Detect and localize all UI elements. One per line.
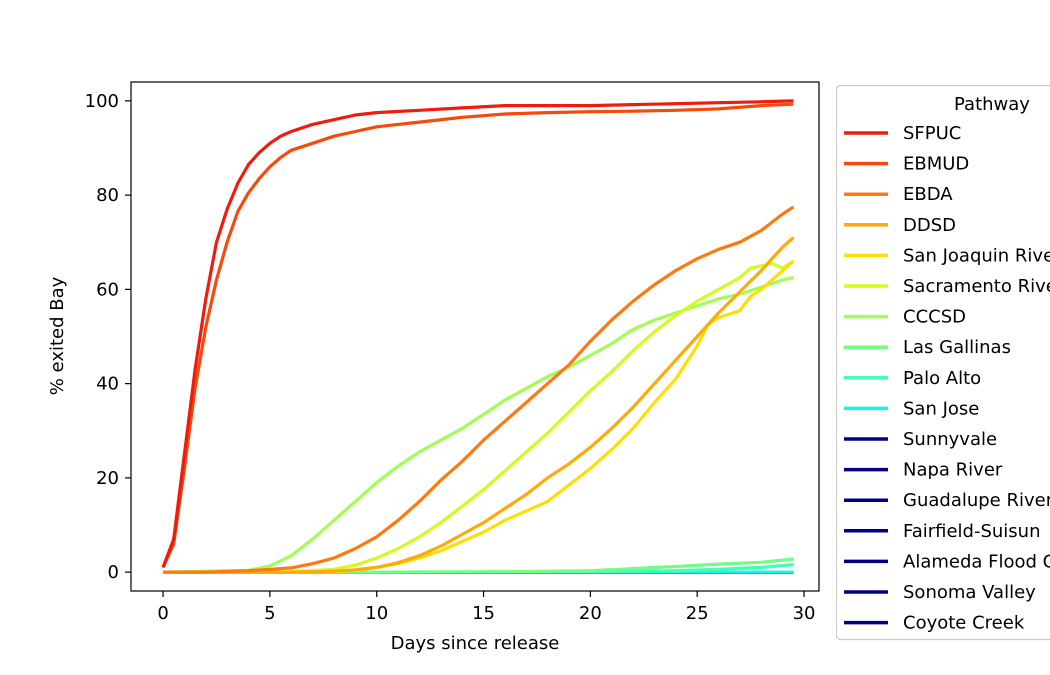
x-tick-label: 15	[472, 603, 495, 624]
y-tick-label: 0	[108, 562, 119, 583]
legend-label: SFPUC	[903, 123, 961, 144]
y-tick-label: 60	[96, 279, 119, 300]
y-axis-label: % exited Bay	[47, 276, 68, 395]
legend-label: Alameda Flood Control	[903, 551, 1050, 572]
y-tick-label: 20	[96, 468, 119, 489]
x-tick-label: 10	[365, 603, 388, 624]
x-tick-label: 25	[686, 603, 709, 624]
plot-frame	[130, 81, 820, 592]
legend-label: CCCSD	[903, 307, 966, 328]
legend-label: EBDA	[903, 184, 953, 205]
y-tick-label: 80	[96, 185, 119, 206]
legend-label: Guadalupe River	[903, 490, 1050, 511]
legend-label: Sunnyvale	[903, 429, 997, 450]
legend-label: Sonoma Valley	[903, 582, 1036, 603]
x-tick-label: 5	[264, 603, 275, 624]
series-line-5	[162, 259, 795, 574]
series-line-3	[163, 236, 795, 574]
legend-label: Napa River	[903, 460, 1003, 481]
legend-frame	[836, 84, 1050, 641]
legend-label: Sacramento River	[903, 276, 1050, 297]
legend-label: San Joaquin River	[903, 245, 1050, 266]
x-tick-label: 20	[579, 603, 602, 624]
x-axis: 0 5 10 15 20 25 30	[157, 591, 815, 624]
x-tick-label: 30	[793, 603, 816, 624]
legend-title: Pathway	[954, 94, 1030, 115]
y-tick-label: 100	[85, 91, 119, 112]
series-line-0	[161, 99, 794, 568]
y-tick-label: 40	[96, 374, 119, 395]
legend-label: Las Gallinas	[903, 337, 1011, 358]
series-line-1	[161, 102, 794, 569]
legend-label: Coyote Creek	[903, 613, 1025, 634]
series-line-2	[163, 205, 795, 574]
series-line-7	[163, 557, 794, 574]
legend: Pathway SFPUC EBMUD EBDA DDSD San Joaquin Ri…	[836, 84, 1050, 641]
legend-label: EBMUD	[903, 154, 969, 175]
series-layer	[161, 99, 795, 574]
legend-label: Palo Alto	[903, 368, 981, 389]
x-tick-label: 0	[157, 603, 168, 624]
y-axis: 0 20 40 60 80 100	[85, 91, 131, 583]
legend-label: Fairfield-Suisun	[903, 521, 1041, 542]
x-axis-label: Days since release	[391, 633, 560, 654]
legend-items: SFPUC EBMUD EBDA DDSD San Joaquin River Sacra…	[844, 123, 1050, 634]
legend-label: San Jose	[903, 398, 979, 419]
legend-label: DDSD	[903, 215, 956, 236]
series-line-6	[162, 276, 794, 574]
